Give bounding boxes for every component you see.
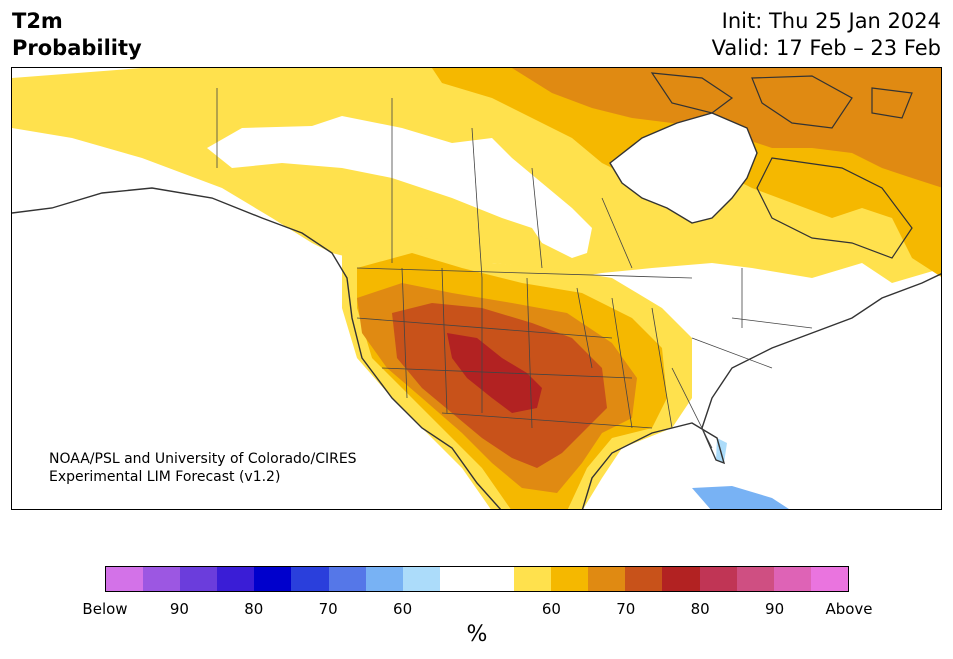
colorbar-segment	[588, 567, 626, 591]
colorbar-segment	[254, 567, 292, 591]
credit-line-2: Experimental LIM Forecast (v1.2)	[49, 469, 281, 485]
prob-region-below-cuba	[692, 486, 789, 509]
colorbar-segment	[143, 567, 181, 591]
prob-region-75-80-us	[447, 333, 542, 413]
colorbar-segment	[625, 567, 663, 591]
colorbar-tick-label: 90	[169, 600, 189, 618]
hudson-bay	[609, 112, 758, 224]
colorbar-segment	[773, 567, 811, 591]
colorbar-segment	[699, 567, 737, 591]
colorbar-unit: %	[466, 622, 488, 647]
colorbar-segment	[514, 567, 552, 591]
colorbar-segment	[328, 567, 366, 591]
colorbar	[105, 566, 849, 592]
colorbar-tick-label: 70	[616, 600, 636, 618]
political-borders	[216, 88, 813, 449]
colorbar-segment	[662, 567, 700, 591]
colorbar-segment	[551, 567, 589, 591]
forecast-dates: Init: Thu 25 Jan 2024 Valid: 17 Feb – 23…	[712, 8, 941, 62]
valid-range: Valid: 17 Feb – 23 Feb	[711, 36, 941, 60]
prob-region-none-alaska	[32, 150, 74, 165]
colorbar-segment	[180, 567, 218, 591]
colorbar-tick-label: 60	[541, 600, 561, 618]
colorbar-segment	[810, 567, 848, 591]
map-title: T2m Probability	[12, 8, 142, 62]
colorbar-tick-label: Above	[825, 600, 873, 618]
colorbar-tick-label: 80	[244, 600, 264, 618]
prob-region-none-canada	[207, 116, 592, 258]
colorbar-tick-label: 90	[765, 600, 785, 618]
forecast-map[interactable]	[11, 67, 942, 510]
colorbar-tick-label: 60	[393, 600, 413, 618]
colorbar-segment	[476, 567, 515, 591]
colorbar-segment	[365, 567, 403, 591]
colorbar-segment	[402, 567, 440, 591]
colorbar-segment	[439, 567, 477, 591]
arctic-islands	[650, 72, 913, 259]
credit-line-1: NOAA/PSL and University of Colorado/CIRE…	[49, 451, 357, 467]
variable-label: T2m	[12, 9, 63, 33]
init-date: Init: Thu 25 Jan 2024	[721, 9, 941, 33]
forecast-credit: NOAA/PSL and University of Colorado/CIRE…	[49, 450, 357, 486]
product-label: Probability	[12, 36, 142, 60]
colorbar-segment	[291, 567, 329, 591]
colorbar-segment	[736, 567, 774, 591]
colorbar-segment	[217, 567, 255, 591]
map-svg	[12, 68, 941, 509]
colorbar-tick-label: 80	[690, 600, 710, 618]
colorbar-tick-label: Below	[82, 600, 128, 618]
colorbar-tick-label: 70	[318, 600, 338, 618]
colorbar-segment	[106, 567, 144, 591]
